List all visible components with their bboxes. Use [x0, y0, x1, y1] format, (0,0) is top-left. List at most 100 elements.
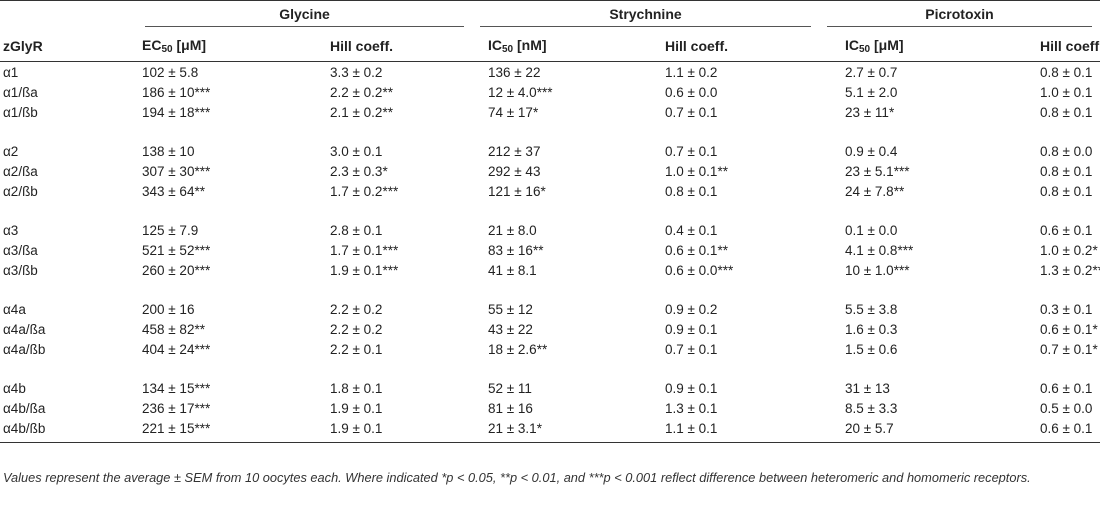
table-cell: 24 ± 7.8** [845, 183, 905, 199]
table-row: α3/ßb 260 ± 20*** 1.9 ± 0.1*** 41 ± 8.1 0.6 … [0, 260, 1100, 280]
table-row: α2/ßb 343 ± 64** 1.7 ± 0.2*** 121 ± 16* 0.8 … [0, 181, 1100, 201]
table-cell: 3.3 ± 0.2 [330, 64, 383, 80]
table-cell: 0.6 ± 0.1 [1040, 380, 1093, 396]
table-cell: 43 ± 22 [488, 321, 533, 337]
table-cell: 0.5 ± 0.0 [1040, 400, 1093, 416]
table-row: α4a/ßb 404 ± 24*** 2.2 ± 0.1 18 ± 2.6** 0.7 … [0, 339, 1100, 359]
table-cell: 23 ± 5.1*** [845, 163, 910, 179]
table-cell: 1.1 ± 0.1 [649, 418, 819, 443]
table-cell: 1.3 ± 0.1 [665, 400, 718, 416]
table-cell: 0.7 ± 0.1 [665, 341, 718, 357]
table-cell: 0.9 ± 0.1 [665, 321, 718, 337]
table-cell: 52 ± 11 [488, 380, 532, 396]
table-cell: 41 ± 8.1 [488, 262, 537, 278]
table-cell: 8.5 ± 3.3 [845, 400, 898, 416]
table-cell: 521 ± 52*** [142, 242, 211, 258]
table-cell: 2.3 ± 0.3* [330, 163, 388, 179]
table-cell: 292 ± 43 [488, 163, 541, 179]
table-cell: 2.1 ± 0.2** [330, 104, 393, 120]
table-cell: 0.6 ± 0.1 [1040, 222, 1093, 238]
group-header-picrotoxin: Picrotoxin [819, 1, 1100, 31]
table-cell: 186 ± 10*** [142, 84, 211, 100]
table-cell: 307 ± 30*** [142, 163, 211, 179]
table-cell: 1.9 ± 0.1 [312, 418, 472, 443]
table-cell: 5.1 ± 2.0 [845, 84, 898, 100]
table-cell: 1.0 ± 0.1** [665, 163, 728, 179]
table-cell: 2.2 ± 0.2** [330, 84, 393, 100]
table-cell: 0.4 ± 0.1 [665, 222, 718, 238]
column-header: Hill coeff. [312, 31, 472, 62]
table-cell: 0.6 ± 0.1** [665, 242, 728, 258]
column-header: Hill coeff. [649, 31, 819, 62]
table-footnote: Values represent the average ± SEM from … [3, 470, 1031, 485]
table-row: α3 125 ± 7.9 2.8 ± 0.1 21 ± 8.0 0.4 ± 0.1 0.1… [0, 220, 1100, 240]
row-label: α1/ßb [3, 104, 38, 120]
table-cell: 0.8 ± 0.1 [1040, 183, 1093, 199]
table-cell: 0.1 ± 0.0 [845, 222, 898, 238]
table-cell: 343 ± 64** [142, 183, 205, 199]
table-cell: 23 ± 11* [845, 104, 895, 120]
table-row: α2/ßa 307 ± 30*** 2.3 ± 0.3* 292 ± 43 1.0 ± … [0, 161, 1100, 181]
table-cell: 0.7 ± 0.1* [1040, 341, 1098, 357]
table-row: α4a/ßa 458 ± 82** 2.2 ± 0.2 43 ± 22 0.9 ± 0.… [0, 319, 1100, 339]
table-cell: 10 ± 1.0*** [845, 262, 910, 278]
data-table: Glycine Strychnine Picrotoxin zGlyR EC50… [0, 0, 1100, 443]
table-cell: 0.3 ± 0.1 [1040, 301, 1093, 317]
table-cell: 138 ± 10 [142, 143, 195, 159]
table-cell: 102 ± 5.8 [142, 64, 199, 80]
table-cell: 0.8 ± 0.0 [1040, 143, 1093, 159]
table-cell: 2.2 ± 0.1 [330, 341, 383, 357]
row-label: α3/ßb [3, 262, 38, 278]
table-cell: 31 ± 13 [845, 380, 890, 396]
table-cell: 1.8 ± 0.1 [330, 380, 383, 396]
table-cell: 1.1 ± 0.2 [665, 64, 718, 80]
row-label: α1/ßa [3, 84, 38, 100]
row-label: α3 [3, 222, 19, 238]
table-cell: 0.8 ± 0.1 [1040, 104, 1093, 120]
table-cell: 21 ± 3.1* [472, 418, 649, 443]
table-row: α4b 134 ± 15*** 1.8 ± 0.1 52 ± 11 0.9 ± 0.1 3… [0, 378, 1100, 398]
table-row: α4b/ßa 236 ± 17*** 1.9 ± 0.1 81 ± 16 1.3 ± 0… [0, 398, 1100, 418]
table-cell: 1.7 ± 0.1*** [330, 242, 399, 258]
table-cell: 12 ± 4.0*** [488, 84, 553, 100]
column-header: Hill coeff. [1000, 31, 1100, 62]
table-cell: 200 ± 16 [142, 301, 195, 317]
group-header-row: Glycine Strychnine Picrotoxin [0, 1, 1100, 31]
table-cell: 0.8 ± 0.1 [665, 183, 718, 199]
table-cell: 0.8 ± 0.1 [1040, 64, 1093, 80]
table-cell: 0.6 ± 0.1* [1040, 321, 1098, 337]
table-cell: 21 ± 8.0 [488, 222, 537, 238]
table-cell: 0.8 ± 0.1 [1040, 163, 1093, 179]
row-label: α3/ßa [3, 242, 38, 258]
row-label: α4b/ßb [0, 418, 137, 443]
row-label: α2/ßb [3, 183, 38, 199]
table-cell: 1.9 ± 0.1*** [330, 262, 399, 278]
table-row: α4a 200 ± 16 2.2 ± 0.2 55 ± 12 0.9 ± 0.2 5.5 … [0, 299, 1100, 319]
table-cell: 5.5 ± 3.8 [845, 301, 898, 317]
table-cell: 1.3 ± 0.2** [1040, 262, 1100, 278]
table-cell: 18 ± 2.6** [488, 341, 548, 357]
column-header: IC50 [μM] [819, 31, 1000, 62]
table-cell: 125 ± 7.9 [142, 222, 199, 238]
table-cell: 458 ± 82** [142, 321, 205, 337]
row-label: α4a [3, 301, 26, 317]
table-cell: 0.6 ± 0.0*** [665, 262, 734, 278]
table-cell: 0.9 ± 0.1 [665, 380, 718, 396]
table-cell: 404 ± 24*** [142, 341, 211, 357]
table-row: α1/ßb 194 ± 18*** 2.1 ± 0.2** 74 ± 17* 0.7 ±… [0, 102, 1100, 122]
row-label: α4a/ßb [3, 341, 46, 357]
table-cell: 0.6 ± 0.1 [1000, 418, 1100, 443]
table-row: α2 138 ± 10 3.0 ± 0.1 212 ± 37 0.7 ± 0.1 0.9 … [0, 141, 1100, 161]
table-cell: 2.2 ± 0.2 [330, 301, 383, 317]
table-cell: 0.9 ± 0.4 [845, 143, 898, 159]
group-header-strychnine: Strychnine [472, 1, 819, 31]
table-cell: 55 ± 12 [488, 301, 533, 317]
table-cell: 83 ± 16** [488, 242, 544, 258]
table-cell: 1.9 ± 0.1 [330, 400, 383, 416]
table-cell: 236 ± 17*** [142, 400, 211, 416]
table-cell: 121 ± 16* [488, 183, 546, 199]
row-header: zGlyR [0, 31, 137, 62]
table-cell: 2.7 ± 0.7 [845, 64, 898, 80]
table-cell: 221 ± 15*** [137, 418, 312, 443]
table-cell: 136 ± 22 [488, 64, 541, 80]
